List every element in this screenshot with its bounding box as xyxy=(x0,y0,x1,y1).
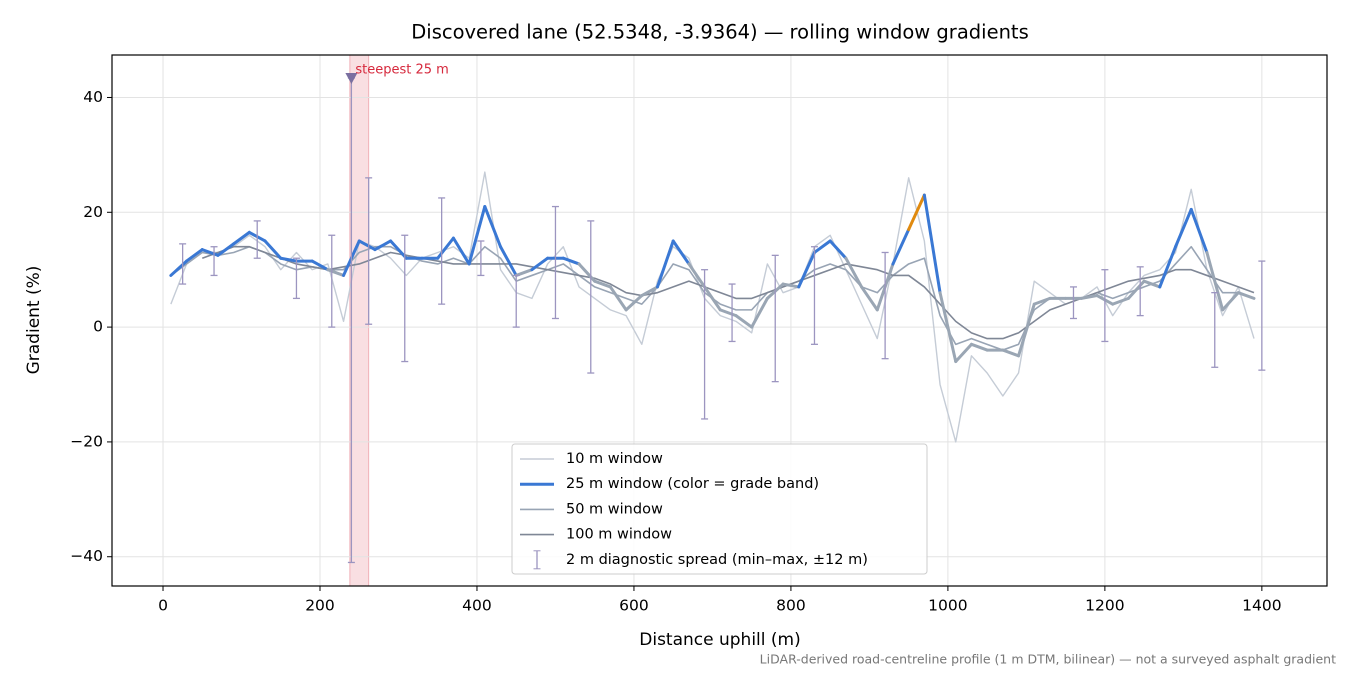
x-tick-label: 400 xyxy=(462,597,492,615)
line-segment xyxy=(703,285,722,312)
line-segment xyxy=(750,296,769,329)
x-tick-label: 200 xyxy=(305,597,335,615)
line-segment xyxy=(1111,296,1130,306)
line-segment xyxy=(1001,348,1021,358)
line-segment xyxy=(938,291,958,364)
line-segment xyxy=(1126,279,1146,300)
legend-label: 10 m window xyxy=(566,451,663,467)
legend-label: 25 m window (color = grade band) xyxy=(566,476,819,492)
line-segment xyxy=(718,308,738,318)
annotation: steepest 25 m xyxy=(355,62,448,77)
steepest-marker xyxy=(345,72,358,84)
x-tick-label: 1200 xyxy=(1085,597,1124,615)
line-segment xyxy=(169,259,189,277)
line-segment xyxy=(1221,291,1240,312)
line-segment xyxy=(200,248,220,257)
line-segment xyxy=(577,262,597,283)
line-segment xyxy=(483,205,503,249)
legend-label: 50 m window xyxy=(566,501,663,517)
y-tick-label: 20 xyxy=(83,203,103,221)
line-segment xyxy=(1017,302,1036,358)
line-segment xyxy=(389,239,408,260)
line-segment xyxy=(1032,296,1052,306)
line-segment xyxy=(954,342,973,364)
line-segment xyxy=(844,256,864,289)
legend-box xyxy=(511,443,928,575)
line-segment xyxy=(1189,207,1209,254)
y-tick-label: −20 xyxy=(70,432,103,450)
line-segment xyxy=(671,239,691,266)
line-segment xyxy=(232,230,251,246)
line-segment xyxy=(373,239,393,252)
line-segment xyxy=(624,294,644,312)
line-segment xyxy=(922,193,942,295)
line-segment xyxy=(1174,207,1193,249)
plot-frame xyxy=(111,54,1328,587)
line-segment xyxy=(891,228,911,266)
line-segment xyxy=(687,262,707,289)
legend-label: 100 m window xyxy=(566,527,672,543)
line-segment xyxy=(326,268,346,277)
line-segment xyxy=(1079,294,1099,300)
y-tick-label: −40 xyxy=(70,547,103,565)
line-segment xyxy=(1158,245,1178,289)
line-segment xyxy=(1142,279,1162,289)
line-segment xyxy=(185,248,204,263)
line-segment xyxy=(655,239,675,289)
line-segment xyxy=(467,205,487,266)
line-segment xyxy=(640,285,659,298)
footnote: LiDAR-derived road-centreline profile (1… xyxy=(760,652,1336,667)
chart-title: Discovered lane (52.5348, -3.9364) — rol… xyxy=(411,21,1028,44)
line-segment xyxy=(828,239,848,260)
y-axis-label: Gradient (%) xyxy=(24,266,44,375)
line-segment xyxy=(593,279,612,289)
line-segment xyxy=(357,239,377,252)
y-tick-label: 0 xyxy=(93,318,103,336)
line-segment xyxy=(436,236,455,260)
line-segment xyxy=(310,259,330,272)
x-tick-label: 0 xyxy=(158,597,168,615)
line-segment xyxy=(530,256,550,272)
x-tick-label: 600 xyxy=(619,597,649,615)
highlight-span xyxy=(349,54,370,587)
line-segment xyxy=(451,236,471,266)
line-segment xyxy=(797,250,816,289)
legend-label: 2 m diagnostic spread (min–max, ±12 m) xyxy=(566,552,868,568)
x-axis-label: Distance uphill (m) xyxy=(639,630,800,650)
line-segment xyxy=(860,285,879,312)
line-segment xyxy=(1205,250,1225,312)
line-segment xyxy=(279,256,298,263)
line-segment xyxy=(907,193,926,232)
x-tick-label: 1000 xyxy=(928,597,967,615)
line-segment xyxy=(499,245,518,277)
line-segment xyxy=(781,282,801,289)
line-segment xyxy=(1236,291,1256,300)
x-tick-label: 800 xyxy=(776,597,806,615)
line-segment xyxy=(561,256,581,266)
line-segment xyxy=(514,268,534,277)
line-segment xyxy=(969,342,989,352)
x-tick-label: 1400 xyxy=(1242,597,1281,615)
line-segment xyxy=(263,239,283,260)
line-segment xyxy=(812,239,832,254)
line-segment xyxy=(608,285,628,312)
y-tick-label: 40 xyxy=(83,88,103,106)
line-segment xyxy=(734,314,754,329)
line-segment xyxy=(216,242,236,257)
